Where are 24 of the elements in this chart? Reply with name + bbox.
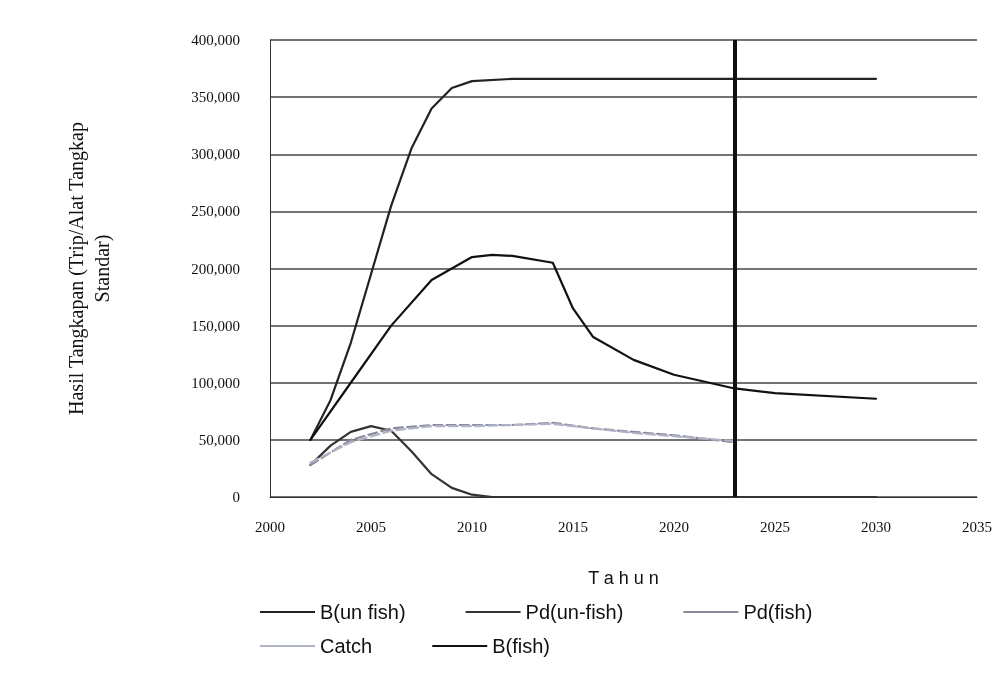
x-axis-title: T a h u n (588, 568, 659, 588)
x-tick-label: 2000 (255, 518, 285, 535)
y-tick-label: 200,000 (191, 260, 240, 277)
legend-label: B(un fish) (320, 601, 406, 623)
y-tick-label: 100,000 (191, 374, 240, 391)
y-tick-label: 250,000 (191, 203, 240, 220)
x-tick-label: 2020 (659, 518, 689, 535)
y-tick-label: 400,000 (191, 32, 240, 48)
y-tick-label: 50,000 (198, 431, 240, 448)
x-tick-label: 2035 (962, 518, 992, 535)
legend-label: Pd(un-fish) (525, 601, 624, 623)
legend-label: Catch (320, 635, 373, 657)
x-tick-label: 2030 (861, 518, 891, 535)
legend-label: Pd(fish) (743, 601, 813, 623)
y-tick-label: 150,000 (191, 317, 240, 334)
y-axis-title: Hasil Tangkapan (Trip/Alat Tangkap Standar) (65, 122, 114, 415)
legend-label: B(fish) (492, 635, 551, 657)
x-tick-label: 2010 (457, 518, 487, 535)
x-tick-label: 2015 (558, 518, 588, 535)
y-tick-label: 350,000 (191, 89, 240, 106)
y-tick-label: 300,000 (191, 146, 240, 163)
x-tick-label: 2025 (760, 518, 790, 535)
x-tick-label: 2005 (356, 518, 386, 535)
y-tick-label: 0 (232, 489, 240, 505)
